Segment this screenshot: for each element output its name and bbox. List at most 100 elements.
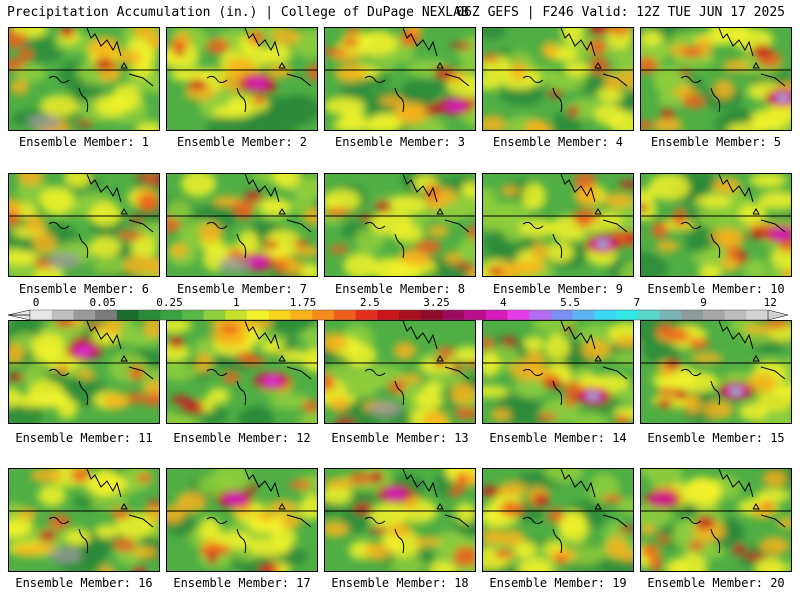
ensemble-member-label: Ensemble Member: 4 (479, 135, 637, 149)
precip-field (483, 174, 633, 276)
colorbar-swatch (746, 310, 769, 320)
ensemble-member-map (166, 468, 318, 572)
member-number: 5 (773, 135, 782, 149)
member-label-prefix: Ensemble Member: (15, 576, 139, 590)
member-number: 7 (299, 282, 308, 296)
member-label-prefix: Ensemble Member: (647, 576, 771, 590)
ensemble-member-map (324, 468, 476, 572)
ensemble-member-map (166, 173, 318, 277)
ensemble-member-map (8, 468, 160, 572)
member-label-prefix: Ensemble Member: (173, 576, 297, 590)
member-label-prefix: Ensemble Member: (331, 431, 455, 445)
colorbar-swatch (377, 310, 400, 320)
precip-field (9, 469, 159, 571)
ensemble-member-label: Ensemble Member: 6 (5, 282, 163, 296)
precip-field (325, 28, 475, 130)
member-label-prefix: Ensemble Member: (334, 135, 458, 149)
ensemble-member-map (482, 27, 634, 131)
colorbar-swatch (203, 310, 226, 320)
precip-field (325, 174, 475, 276)
ensemble-member-map (324, 27, 476, 131)
precip-field (325, 469, 475, 571)
ensemble-member-label: Ensemble Member: 20 (637, 576, 795, 590)
colorbar-swatch (138, 310, 161, 320)
precip-field (9, 321, 159, 423)
precip-field (641, 174, 791, 276)
member-label-prefix: Ensemble Member: (331, 576, 455, 590)
ensemble-member-map (166, 27, 318, 131)
colorbar-swatch (116, 310, 139, 320)
member-label-prefix: Ensemble Member: (173, 431, 297, 445)
colorbar-swatch (399, 310, 422, 320)
member-number: 2 (299, 135, 308, 149)
ensemble-member-label: Ensemble Member: 7 (163, 282, 321, 296)
precip-field (9, 174, 159, 276)
member-number: 16 (138, 576, 153, 590)
member-number: 9 (615, 282, 624, 296)
ensemble-member-map (8, 320, 160, 424)
precip-field (9, 28, 159, 130)
member-label-prefix: Ensemble Member: (334, 282, 458, 296)
ensemble-member-label: Ensemble Member: 3 (321, 135, 479, 149)
ensemble-member-label: Ensemble Member: 18 (321, 576, 479, 590)
colorbar-tick-label: 0.25 (156, 296, 183, 309)
colorbar-swatch (225, 310, 248, 320)
ensemble-member-label: Ensemble Member: 17 (163, 576, 321, 590)
colorbar-swatch (181, 310, 204, 320)
map-title: Precipitation Accumulation (in.) | Colle… (7, 5, 469, 20)
member-label-prefix: Ensemble Member: (18, 282, 142, 296)
precip-field (641, 469, 791, 571)
precip-field (167, 174, 317, 276)
ensemble-member-label: Ensemble Member: 14 (479, 431, 637, 445)
member-number: 1 (141, 135, 150, 149)
ensemble-member-label: Ensemble Member: 9 (479, 282, 637, 296)
member-label-prefix: Ensemble Member: (489, 431, 613, 445)
member-label-prefix: Ensemble Member: (647, 431, 771, 445)
colorbar-swatch (637, 310, 660, 320)
ensemble-member-map (482, 468, 634, 572)
ensemble-member-label: Ensemble Member: 8 (321, 282, 479, 296)
colorbar-swatch (464, 310, 487, 320)
colorbar-swatch (550, 310, 573, 320)
precip-colorbar: 0 0.05 0.25 1 1.75 2.5 3.25 4 5.5 7 9 12 (0, 296, 800, 322)
member-number: 20 (770, 576, 785, 590)
colorbar-tick-label: 2.5 (359, 296, 380, 309)
member-label-prefix: Ensemble Member: (176, 135, 300, 149)
member-label-prefix: Ensemble Member: (489, 576, 613, 590)
ensemble-member-label: Ensemble Member: 19 (479, 576, 637, 590)
colorbar-swatch (160, 310, 183, 320)
member-number: 19 (612, 576, 627, 590)
ensemble-member-map (8, 173, 160, 277)
ensemble-member-label: Ensemble Member: 12 (163, 431, 321, 445)
precip-field (167, 469, 317, 571)
member-number: 13 (454, 431, 469, 445)
colorbar-swatch (616, 310, 639, 320)
colorbar-swatch (485, 310, 508, 320)
ensemble-member-label: Ensemble Member: 1 (5, 135, 163, 149)
member-number: 6 (141, 282, 150, 296)
member-number: 8 (457, 282, 466, 296)
ensemble-member-label: Ensemble Member: 16 (5, 576, 163, 590)
colorbar-swatch (30, 310, 53, 320)
member-number: 14 (612, 431, 627, 445)
ensemble-member-map (482, 320, 634, 424)
colorbar-swatch (724, 310, 747, 320)
member-number: 15 (770, 431, 785, 445)
member-label-prefix: Ensemble Member: (492, 282, 616, 296)
member-number: 12 (296, 431, 311, 445)
colorbar-swatch (442, 310, 465, 320)
precip-field (167, 28, 317, 130)
member-number: 18 (454, 576, 469, 590)
colorbar-swatches (7, 309, 789, 321)
member-label-prefix: Ensemble Member: (15, 431, 139, 445)
colorbar-swatch (290, 310, 313, 320)
colorbar-tick-label: 4 (499, 296, 507, 309)
colorbar-swatch (529, 310, 552, 320)
colorbar-swatch (247, 310, 270, 320)
colorbar-swatch (572, 310, 595, 320)
ensemble-member-map (640, 320, 792, 424)
member-label-prefix: Ensemble Member: (650, 135, 774, 149)
member-number: 11 (138, 431, 153, 445)
colorbar-tick-label: 5.5 (560, 296, 580, 309)
ensemble-member-label: Ensemble Member: 2 (163, 135, 321, 149)
